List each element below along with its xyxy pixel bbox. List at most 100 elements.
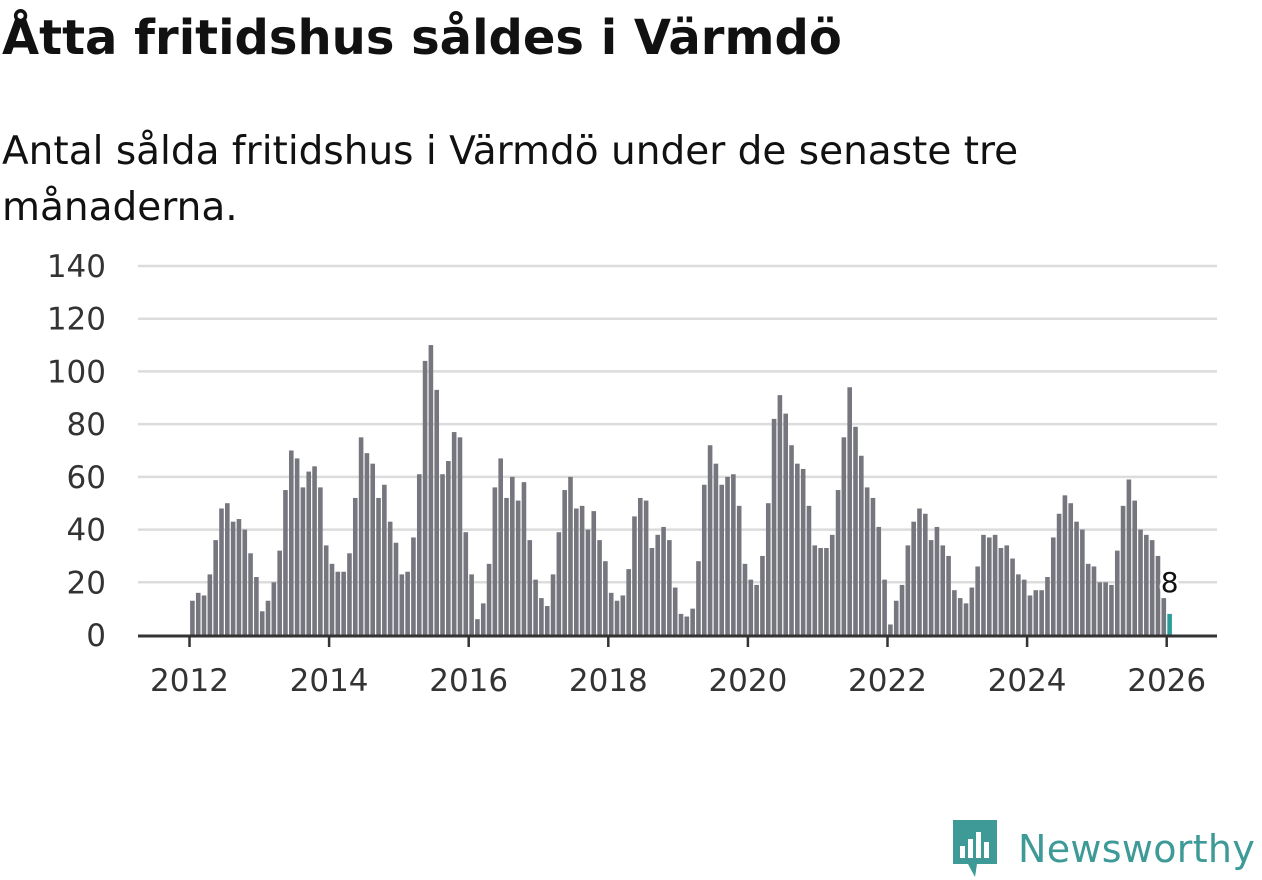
bar [492,487,498,635]
bar [876,526,882,635]
highlight-value-label: 8 [1161,566,1179,599]
bar [888,624,893,635]
y-tick-label: 120 [47,302,106,338]
bar [352,497,358,635]
bar [521,482,527,635]
bar [835,490,841,635]
bar [678,613,684,635]
y-axis-labels: 0 20 40 60 80 100 120 140 [47,249,106,654]
bar [1103,582,1108,635]
x-axis-labels: 2012 2014 2016 2018 2020 2022 2024 2026 [150,663,1206,699]
x-axis-ticks [188,637,1168,647]
x-tick-label: 2024 [988,663,1067,699]
bar [1114,550,1120,635]
bar [667,540,672,635]
newsworthy-logo-icon [953,820,997,877]
bar [765,503,771,635]
bar [254,577,259,635]
bar [603,561,608,635]
bar [1045,577,1050,635]
bar [637,497,643,635]
bar [195,592,201,635]
bar [411,537,416,635]
bar [777,395,783,635]
bar [294,458,300,635]
bar [614,600,620,635]
bar [248,553,253,635]
x-tick-label: 2014 [290,663,369,699]
bar [364,453,370,635]
bar [928,540,934,635]
bar [1155,555,1161,635]
newsworthy-brand: Newsworthy [950,818,1255,880]
bar [428,345,434,635]
bars [190,345,1172,635]
bar [440,474,445,635]
bar [597,540,602,635]
brand-name: Newsworthy [1018,827,1256,871]
bar [684,616,690,635]
bar [940,545,946,635]
bar [713,463,719,635]
bar [446,461,451,635]
bar [405,571,410,635]
bar [1126,479,1132,635]
bar [748,579,754,635]
y-tick-label: 20 [67,565,106,601]
bar [1161,598,1167,635]
bar [736,505,742,635]
bar [370,463,376,635]
bar [917,508,922,635]
bar [225,503,230,635]
bar [899,584,905,635]
bar [1091,566,1097,635]
x-tick-label: 2016 [429,663,508,699]
y-tick-label: 60 [67,460,106,496]
bar [300,487,306,635]
bar [812,545,818,635]
bar [416,474,422,635]
bar [754,584,759,635]
gridlines [138,264,1217,584]
x-tick-label: 2018 [569,663,648,699]
bar [957,598,963,635]
bar [585,529,591,635]
bar [986,537,992,635]
bar [841,437,847,635]
bar [870,497,876,635]
bar [341,571,346,635]
bar [893,600,899,635]
bar [277,550,282,635]
bar [707,445,713,635]
bar [1027,595,1033,635]
bar [475,619,480,635]
bar [672,587,678,635]
bar [608,592,614,635]
bar [236,519,242,635]
bar [533,579,538,635]
bar [562,490,567,635]
bar [312,466,317,635]
bar [859,455,864,635]
bar [323,545,329,635]
bar [329,563,335,635]
bar [393,542,399,635]
bar [591,511,597,635]
bar [318,487,323,635]
bar [643,500,649,635]
bar [934,526,940,635]
x-tick-label: 2022 [848,663,927,699]
bar [829,534,835,635]
bar [230,521,236,635]
bar [550,574,556,635]
bar [568,476,573,635]
bar [655,534,661,635]
bar [504,497,509,635]
bar-highlight [1167,613,1172,635]
bar [789,445,794,635]
bar [498,458,503,635]
bar [969,587,975,635]
bar [632,516,637,635]
bar [434,389,440,635]
bar [690,608,695,635]
